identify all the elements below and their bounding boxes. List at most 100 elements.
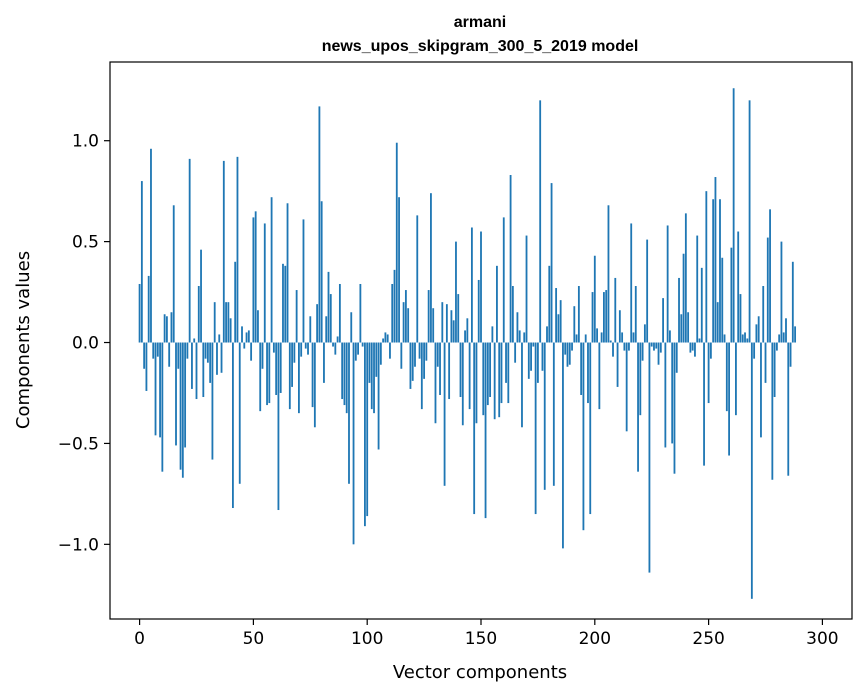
x-tick-label: 250 [692, 629, 724, 649]
bar-105 [377, 342, 380, 450]
bar-85 [332, 342, 334, 347]
bar-37 [222, 160, 225, 343]
bar-199 [591, 292, 594, 343]
bar-219 [637, 342, 639, 472]
bar-172 [530, 342, 532, 371]
bar-49 [250, 342, 253, 361]
bar-132 [439, 342, 441, 395]
bar-237 [678, 277, 680, 343]
ticks-layer: 0 50 100 150 200 250 300 −1.0 −0.5 0.0 0.5 1.0 [58, 132, 839, 649]
bar-263 [737, 231, 740, 343]
bar-231 [664, 342, 667, 448]
bar-185 [559, 300, 562, 343]
bar-213 [623, 342, 626, 351]
bar-143 [464, 330, 466, 343]
bar-30 [206, 342, 209, 363]
bar-45 [241, 326, 243, 343]
bar-27 [200, 249, 202, 343]
bar-4 [147, 275, 150, 343]
bar-125 [423, 342, 426, 379]
bar-137 [450, 310, 453, 343]
bar-134 [443, 342, 446, 486]
bar-70 [298, 342, 300, 414]
bar-280 [775, 342, 778, 351]
bar-33 [213, 302, 216, 343]
bar-225 [650, 342, 653, 347]
bar-136 [448, 342, 451, 400]
bar-232 [666, 225, 669, 343]
bar-25 [195, 342, 198, 400]
bar-35 [218, 334, 221, 343]
bar-163 [509, 175, 512, 343]
bar-83 [327, 271, 330, 343]
bar-14 [170, 312, 173, 343]
bar-116 [402, 302, 405, 343]
bar-169 [523, 332, 526, 343]
x-axis-label: Vector components [393, 662, 567, 683]
bar-167 [518, 330, 521, 343]
bar-253 [714, 177, 717, 343]
bar-216 [630, 223, 633, 343]
bar-9 [159, 342, 161, 438]
bar-159 [500, 342, 503, 404]
bar-194 [580, 342, 583, 395]
bar-178 [543, 342, 546, 490]
bar-55 [263, 223, 266, 343]
bar-79 [318, 106, 321, 343]
bar-5 [150, 148, 152, 343]
bar-155 [491, 326, 494, 343]
bar-190 [571, 342, 573, 351]
bar-120 [411, 342, 414, 381]
bar-227 [655, 342, 658, 349]
bar-196 [584, 334, 587, 343]
bar-20 [184, 342, 187, 448]
bar-203 [600, 332, 603, 343]
bar-165 [514, 342, 517, 363]
bar-180 [548, 265, 551, 343]
chart-subtitle: news_upos_skipgram_300_5_2019 model [322, 38, 639, 55]
bar-60 [275, 342, 278, 395]
bar-102 [370, 342, 373, 410]
bar-3 [145, 342, 148, 391]
bar-1 [140, 181, 143, 343]
bar-7 [154, 342, 157, 436]
bar-68 [293, 342, 296, 363]
bar-234 [671, 342, 674, 444]
y-axis-label: Components values [13, 251, 34, 429]
bar-258 [725, 342, 728, 412]
bar-286 [789, 342, 792, 367]
bar-133 [441, 302, 444, 343]
bar-239 [682, 253, 685, 343]
bar-56 [266, 342, 268, 406]
bar-160 [502, 217, 505, 343]
bar-124 [420, 342, 423, 410]
bar-113 [395, 142, 398, 343]
bar-276 [766, 237, 769, 343]
y-tick-label: 0.0 [72, 334, 99, 354]
bar-44 [238, 342, 241, 484]
bar-142 [461, 342, 464, 426]
bar-188 [566, 342, 569, 367]
bar-118 [407, 308, 410, 343]
bar-110 [389, 342, 391, 359]
bar-41 [232, 342, 234, 509]
bar-150 [480, 231, 482, 343]
bar-220 [639, 342, 642, 416]
bar-91 [345, 342, 348, 414]
axes-frame [109, 61, 853, 620]
bar-117 [404, 290, 407, 343]
bar-101 [368, 342, 371, 383]
bar-12 [165, 316, 168, 343]
x-tick-label: 50 [243, 629, 265, 649]
bar-48 [247, 330, 250, 343]
bar-13 [168, 342, 171, 367]
bar-92 [348, 342, 350, 484]
bar-174 [534, 342, 537, 515]
bar-273 [760, 342, 762, 438]
bar-28 [202, 342, 205, 398]
bar-115 [400, 342, 403, 369]
bar-88 [338, 283, 341, 343]
x-tick-label: 0 [134, 629, 145, 649]
bar-245 [696, 235, 699, 343]
bar-90 [343, 342, 346, 406]
